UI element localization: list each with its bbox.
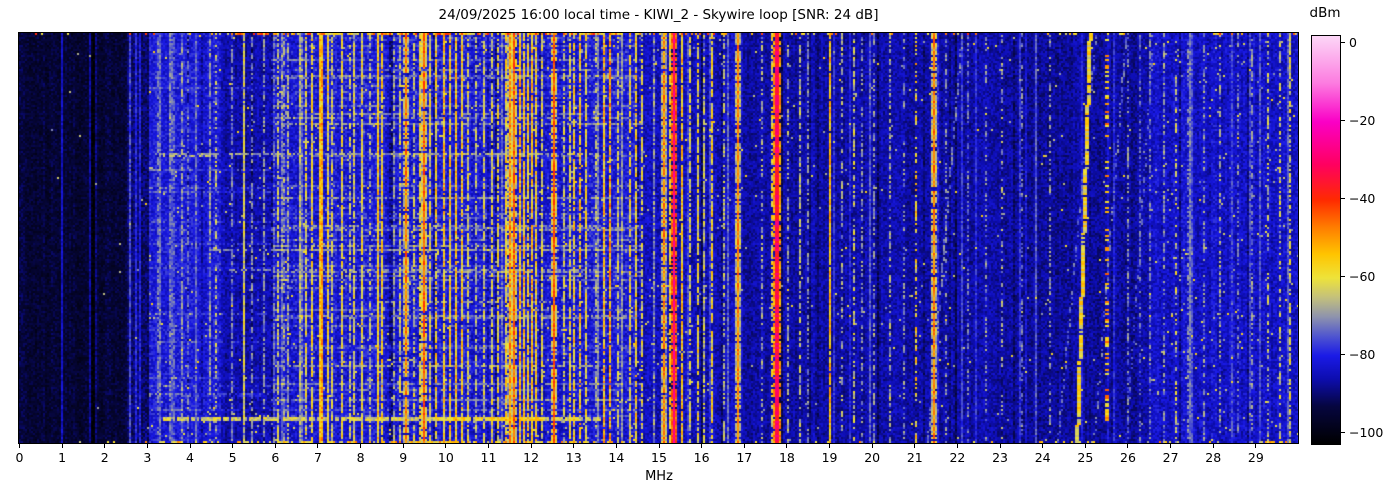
- x-tick-mark: [232, 444, 234, 448]
- x-tick-label: 24: [1034, 450, 1051, 465]
- colorbar-tick-label: 0: [1349, 34, 1357, 50]
- x-tick-label: 3: [143, 450, 152, 465]
- x-tick-mark: [829, 444, 831, 448]
- x-tick-mark: [146, 444, 148, 448]
- x-tick-mark: [1212, 444, 1214, 448]
- chart-title: 24/09/2025 16:00 local time - KIWI_2 - S…: [438, 7, 879, 23]
- x-tick-label: 0: [15, 450, 24, 465]
- x-tick-mark: [1042, 444, 1044, 448]
- plot-area: [18, 32, 1299, 444]
- x-tick-label: 4: [186, 450, 194, 465]
- x-tick-label: 29: [1247, 450, 1264, 465]
- x-tick-mark: [914, 444, 916, 448]
- colorbar-tick-label: −20: [1349, 112, 1376, 128]
- colorbar-tick-label: −80: [1349, 346, 1376, 362]
- x-tick-mark: [1127, 444, 1129, 448]
- colorbar-tick-mark: [1341, 42, 1345, 44]
- x-tick-label: 23: [992, 450, 1009, 465]
- colorbar-tick-mark: [1341, 432, 1345, 434]
- x-tick-mark: [1084, 444, 1086, 448]
- x-tick-label: 15: [651, 450, 667, 465]
- x-tick-label: 9: [399, 450, 408, 465]
- colorbar: [1311, 35, 1341, 445]
- colorbar-tick-mark: [1341, 120, 1345, 122]
- x-tick-label: 2: [100, 450, 109, 465]
- colorbar-tick-mark: [1341, 354, 1345, 356]
- x-tick-label: 5: [228, 450, 237, 465]
- x-tick-label: 21: [906, 450, 923, 465]
- x-tick-label: 27: [1162, 450, 1179, 465]
- x-tick-mark: [786, 444, 788, 448]
- x-tick-label: 7: [313, 450, 322, 465]
- colorbar-tick-label: −40: [1349, 190, 1376, 206]
- x-tick-label: 26: [1120, 450, 1136, 465]
- x-tick-label: 25: [1077, 450, 1094, 465]
- x-tick-label: 22: [949, 450, 966, 465]
- x-tick-label: 16: [693, 450, 710, 465]
- x-tick-mark: [487, 444, 489, 448]
- x-tick-mark: [999, 444, 1001, 448]
- x-tick-label: 17: [736, 450, 753, 465]
- x-tick-mark: [743, 444, 745, 448]
- x-tick-mark: [573, 444, 575, 448]
- colorbar-tick-label: −100: [1349, 424, 1384, 440]
- x-tick-label: 11: [480, 450, 497, 465]
- x-tick-mark: [402, 444, 404, 448]
- x-tick-label: 12: [523, 450, 540, 465]
- x-tick-label: 20: [864, 450, 881, 465]
- x-tick-label: 19: [821, 450, 838, 465]
- x-tick-label: 13: [565, 450, 582, 465]
- x-tick-label: 10: [437, 450, 454, 465]
- x-tick-mark: [658, 444, 660, 448]
- x-tick-mark: [615, 444, 617, 448]
- x-tick-mark: [1255, 444, 1257, 448]
- x-tick-label: 14: [608, 450, 625, 465]
- x-tick-label: 1: [58, 450, 67, 465]
- x-tick-mark: [189, 444, 191, 448]
- x-tick-label: 28: [1205, 450, 1222, 465]
- x-tick-mark: [530, 444, 532, 448]
- x-axis-label: MHz: [645, 469, 673, 484]
- x-tick-mark: [871, 444, 873, 448]
- x-tick-label: 6: [271, 450, 280, 465]
- x-tick-mark: [104, 444, 106, 448]
- x-tick-label: 8: [356, 450, 365, 465]
- x-tick-mark: [19, 444, 20, 448]
- x-tick-mark: [61, 444, 63, 448]
- colorbar-tick-mark: [1341, 276, 1345, 278]
- x-tick-mark: [701, 444, 703, 448]
- x-tick-mark: [445, 444, 447, 448]
- colorbar-label: dBm: [1309, 5, 1341, 21]
- x-tick-mark: [1170, 444, 1172, 448]
- x-tick-mark: [274, 444, 276, 448]
- colorbar-tick-label: −60: [1349, 268, 1376, 284]
- x-tick-mark: [317, 444, 319, 448]
- x-tick-mark: [956, 444, 958, 448]
- x-tick-mark: [360, 444, 362, 448]
- spectrogram-canvas: [19, 33, 1298, 443]
- x-tick-label: 18: [778, 450, 795, 465]
- colorbar-tick-mark: [1341, 198, 1345, 200]
